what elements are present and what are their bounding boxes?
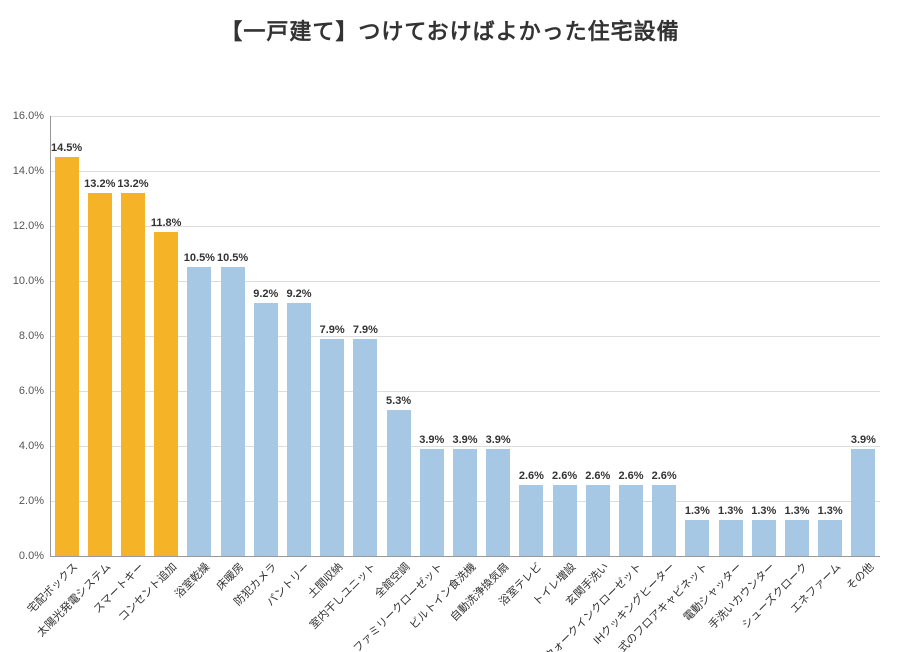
bar: 7.9%室内干しユニット xyxy=(353,339,377,556)
bar: 13.2%太陽光発電システム xyxy=(88,193,112,556)
y-tick-label: 0.0% xyxy=(19,550,50,562)
bar: 1.3%手洗いカウンター xyxy=(752,520,776,556)
bar-value-label: 9.2% xyxy=(253,288,278,303)
bar-value-label: 2.6% xyxy=(519,470,544,485)
bar: 2.6%ウォークインクローゼット xyxy=(619,485,643,557)
plot-area: 0.0%2.0%4.0%6.0%8.0%10.0%12.0%14.0%16.0%… xyxy=(50,116,880,556)
bar: 9.2%防犯カメラ xyxy=(254,303,278,556)
y-tick-label: 16.0% xyxy=(13,110,50,122)
bar: 1.3%エネファーム xyxy=(818,520,842,556)
bar: 10.5%床暖房 xyxy=(221,267,245,556)
bar: 1.3%シューズクローク xyxy=(785,520,809,556)
bar-value-label: 1.3% xyxy=(685,505,710,520)
gridline xyxy=(50,171,880,172)
bar-value-label: 13.2% xyxy=(117,178,148,193)
y-tick-label: 12.0% xyxy=(13,220,50,232)
y-tick-label: 6.0% xyxy=(19,385,50,397)
y-axis-line xyxy=(50,116,51,556)
bar-value-label: 2.6% xyxy=(652,470,677,485)
x-tick-label: 浴室乾燥 xyxy=(168,556,213,601)
bar: 2.6%トイレ増設 xyxy=(553,485,577,557)
bar: 5.3%全館空調 xyxy=(387,410,411,556)
bar-value-label: 10.5% xyxy=(217,252,248,267)
bar: 2.6%IHクッキングヒーター xyxy=(652,485,676,557)
bar-value-label: 1.3% xyxy=(784,505,809,520)
bar-value-label: 3.9% xyxy=(419,434,444,449)
bar-value-label: 3.9% xyxy=(851,434,876,449)
bar: 2.6%浴室テレビ xyxy=(519,485,543,557)
gridline xyxy=(50,116,880,117)
x-tick-label: その他 xyxy=(840,556,877,593)
y-tick-label: 10.0% xyxy=(13,275,50,287)
bar-value-label: 10.5% xyxy=(184,252,215,267)
bar: 9.2%パントリー xyxy=(287,303,311,556)
bar-value-label: 1.3% xyxy=(718,505,743,520)
bar: 14.5%宅配ボックス xyxy=(55,157,79,556)
y-tick-label: 8.0% xyxy=(19,330,50,342)
bar-value-label: 5.3% xyxy=(386,395,411,410)
bar-value-label: 2.6% xyxy=(552,470,577,485)
bar: 3.9%自動洗浄換気扇 xyxy=(486,449,510,556)
bar: 10.5%浴室乾燥 xyxy=(187,267,211,556)
bar: 1.3%電動シャッター xyxy=(719,520,743,556)
bar-value-label: 7.9% xyxy=(320,324,345,339)
bar-value-label: 3.9% xyxy=(452,434,477,449)
bar-value-label: 7.9% xyxy=(353,324,378,339)
bar-value-label: 11.8% xyxy=(151,217,182,232)
bar: 7.9%土間収納 xyxy=(320,339,344,556)
bar-value-label: 2.6% xyxy=(585,470,610,485)
bar-value-label: 3.9% xyxy=(486,434,511,449)
bar: 1.3%引き出し式のフロアキャビネット xyxy=(685,520,709,556)
y-tick-label: 14.0% xyxy=(13,165,50,177)
bar-value-label: 1.3% xyxy=(751,505,776,520)
bar: 3.9%ファミリークローゼット xyxy=(420,449,444,556)
y-tick-label: 2.0% xyxy=(19,495,50,507)
bar-value-label: 2.6% xyxy=(618,470,643,485)
bar-value-label: 13.2% xyxy=(84,178,115,193)
bar: 3.9%その他 xyxy=(851,449,875,556)
chart-title: 【一戸建て】つけておけばよかった住宅設備 xyxy=(0,0,900,46)
bar: 3.9%ビルトイン食洗機 xyxy=(453,449,477,556)
bar: 2.6%玄関手洗い xyxy=(586,485,610,557)
y-tick-label: 4.0% xyxy=(19,440,50,452)
bar-value-label: 9.2% xyxy=(286,288,311,303)
bar-value-label: 14.5% xyxy=(51,142,82,157)
bar: 13.2%スマートキー xyxy=(121,193,145,556)
bar: 11.8%コンセント追加 xyxy=(154,232,178,557)
bar-value-label: 1.3% xyxy=(818,505,843,520)
